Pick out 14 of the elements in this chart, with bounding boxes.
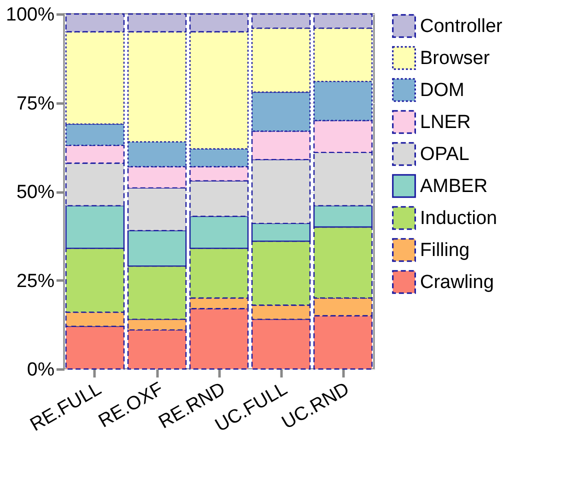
legend-label: Crawling: [420, 272, 494, 293]
y-tick-label: 75%: [16, 93, 55, 114]
legend-label: Browser: [420, 48, 490, 69]
legend-label: Induction: [420, 208, 498, 229]
y-tick-label: 50%: [16, 182, 55, 203]
y-tick-label: 100%: [6, 4, 55, 26]
y-tick-label: 25%: [16, 270, 55, 292]
legend-label: Controller: [420, 16, 504, 37]
legend-label: AMBER: [420, 176, 488, 197]
legend-label: LNER: [420, 112, 471, 133]
legend-label: DOM: [420, 80, 464, 101]
legend-label: OPAL: [420, 144, 470, 165]
legend-label: Filling: [420, 240, 470, 261]
y-tick-label: 0%: [27, 360, 55, 380]
